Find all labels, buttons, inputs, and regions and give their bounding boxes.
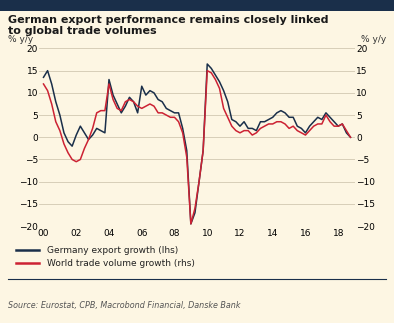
- Text: Germany export growth (lhs): Germany export growth (lhs): [47, 246, 178, 255]
- Text: Source: Eurostat, CPB, Macrobond Financial, Danske Bank: Source: Eurostat, CPB, Macrobond Financi…: [8, 301, 240, 310]
- Text: % y/y: % y/y: [361, 35, 386, 44]
- Text: German export performance remains closely linked
to global trade volumes: German export performance remains closel…: [8, 15, 328, 36]
- Text: % y/y: % y/y: [8, 35, 33, 44]
- Text: World trade volume growth (rhs): World trade volume growth (rhs): [47, 259, 195, 268]
